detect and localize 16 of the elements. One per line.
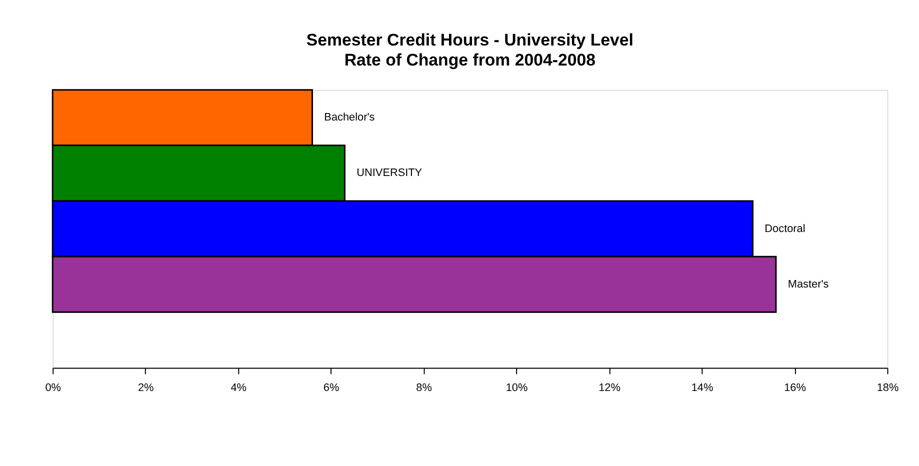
y-tick-label: Bachelor's (324, 112, 376, 124)
x-tick-label: 18% (876, 382, 899, 394)
x-tick-label: 8% (416, 382, 432, 394)
x-tick-label: 0% (45, 382, 62, 394)
x-tick-label: 14% (691, 382, 714, 394)
y-tick-label: Doctoral (764, 222, 806, 235)
x-tick-label: 12% (598, 382, 621, 394)
x-tick-label: 2% (138, 382, 154, 394)
y-tick-label: Master's (788, 278, 830, 290)
x-tick-label: 16% (784, 382, 806, 394)
x-tick-label: 10% (506, 382, 528, 394)
chart-subtitle: Rate of Change from 2004-2008 (344, 50, 596, 70)
chart-title: Semester Credit Hours - University Level (306, 30, 634, 50)
x-tick-label: 6% (323, 382, 340, 394)
y-tick-label: UNIVERSITY (356, 167, 423, 180)
x-tick-label: 4% (230, 382, 247, 394)
